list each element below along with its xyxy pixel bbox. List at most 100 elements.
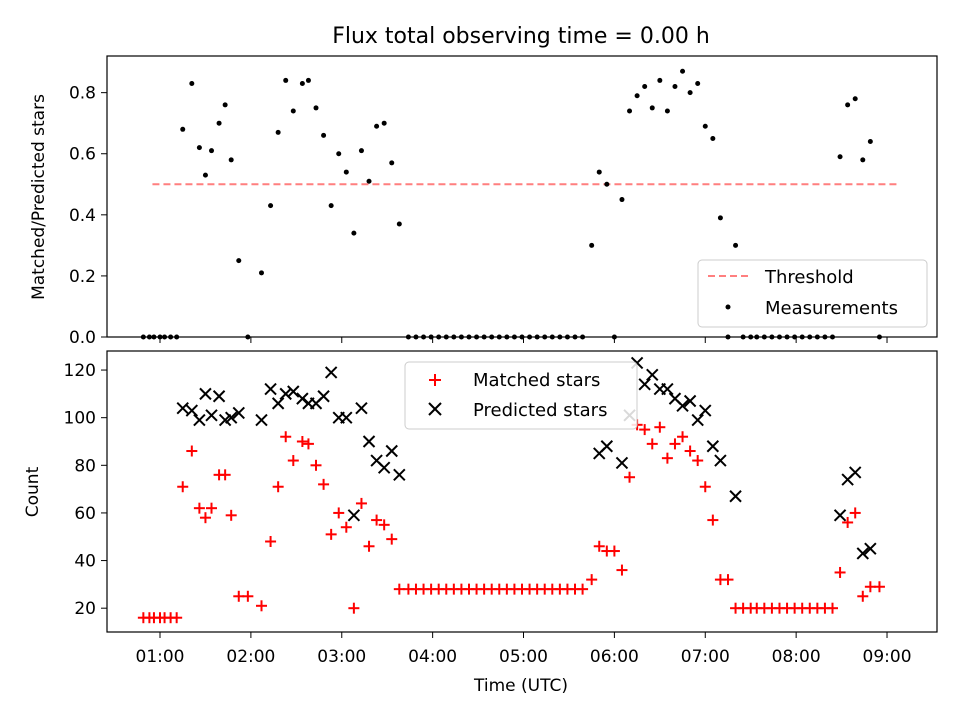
predicted-stars-point: [600, 440, 614, 453]
top-ytick-label: 0.4: [69, 206, 96, 226]
predicted-stars-point: [699, 404, 712, 417]
measurement-point: [328, 203, 334, 209]
measurement-point: [710, 135, 716, 141]
predicted-stars-point: [706, 440, 720, 453]
matched-stars-point: [386, 533, 398, 545]
matched-stars-point: [661, 452, 673, 464]
matched-stars-point: [371, 514, 383, 526]
measurement-point: [687, 90, 693, 96]
measurement-point: [413, 334, 419, 340]
matched-stars-point: [255, 600, 267, 612]
measurement-point: [366, 178, 372, 184]
matched-stars-point: [639, 424, 651, 436]
measurement-point: [321, 132, 327, 138]
matched-stars-point: [699, 481, 711, 493]
measurement-point: [876, 334, 882, 340]
bottom-ylabel: Count: [23, 466, 43, 517]
predicted-stars-point: [232, 406, 245, 420]
matched-stars-point: [296, 435, 308, 447]
bottom-ytick-label: 40: [74, 552, 96, 572]
measurement-point: [496, 334, 502, 340]
measurement-point: [725, 334, 731, 340]
matched-stars-point: [177, 481, 189, 493]
predicted-legend-swatch: [428, 402, 442, 416]
measurement-point: [451, 334, 457, 340]
measurement-point: [489, 334, 495, 340]
xtick-label: 09:00: [863, 647, 912, 667]
measurement-point: [151, 334, 157, 340]
predicted-stars-point: [199, 387, 212, 401]
matched-stars-point: [646, 438, 658, 450]
measurement-point: [672, 84, 678, 90]
bottom-xlabel: Time (UTC): [473, 676, 568, 696]
matched-stars-point: [302, 438, 314, 450]
measurement-point: [657, 77, 663, 83]
matched-stars-point: [310, 459, 322, 471]
xtick-label: 06:00: [590, 647, 639, 667]
matched-stars-point: [577, 583, 589, 595]
measurement-point: [180, 126, 186, 132]
matched-stars-point: [348, 602, 360, 614]
xtick-label: 02:00: [226, 647, 275, 667]
matched-stars-point: [586, 574, 598, 586]
matched-stars-point: [722, 574, 734, 586]
predicted-stars-point: [638, 378, 651, 391]
measurement-point: [313, 105, 319, 111]
matched-stars-point: [654, 421, 666, 433]
predicted-stars-point: [255, 413, 268, 427]
measurement-point: [799, 334, 805, 340]
measurement-point: [717, 215, 723, 221]
predicted-stars-point: [340, 411, 353, 424]
measurement-point: [245, 334, 251, 340]
measurement-point: [572, 334, 578, 340]
measurement-point: [374, 123, 380, 129]
xtick-label: 08:00: [772, 647, 821, 667]
measurement-point: [748, 334, 754, 340]
measurement-point: [837, 154, 843, 160]
xtick-label: 01:00: [136, 647, 185, 667]
predicted-stars-point: [185, 404, 199, 417]
threshold-legend-label: Threshold: [764, 267, 854, 288]
measurement-point: [157, 334, 163, 340]
matched-stars-point: [287, 455, 299, 467]
matched-stars-point: [325, 528, 337, 540]
measurement-point: [761, 334, 767, 340]
matched-stars-point: [363, 540, 375, 552]
matched-stars-point: [677, 431, 689, 443]
predicted-stars-point: [385, 444, 398, 458]
predicted-stars-point: [317, 390, 330, 403]
measurement-point: [852, 96, 858, 102]
matched-stars-point: [171, 612, 183, 624]
measurement-point: [680, 68, 686, 74]
bottom-panel: 01:00 02:00 03:00 04:00 05:00 06:00 07:00 08:00…: [23, 350, 938, 696]
measurement-point: [275, 129, 281, 135]
measurement-point: [769, 334, 775, 340]
measurement-point: [807, 334, 813, 340]
measurement-point: [146, 334, 152, 340]
top-ytick-label: 0.8: [69, 84, 96, 104]
measurement-point: [228, 157, 234, 163]
measurement-point: [527, 334, 533, 340]
predicted-stars-point: [729, 490, 742, 503]
predicted-stars-point: [615, 456, 629, 470]
measurement-point: [436, 334, 442, 340]
matched-stars-point: [608, 545, 620, 557]
predicted-stars-point: [393, 468, 406, 482]
predicted-stars-point: [691, 413, 704, 427]
measurement-point: [695, 80, 701, 86]
measurement-point: [481, 334, 487, 340]
measurement-point: [649, 105, 655, 111]
matched-stars-point: [857, 590, 869, 602]
bottom-ytick-label: 20: [74, 599, 96, 619]
bottom-ytick-label: 60: [74, 504, 96, 524]
measurement-point: [845, 102, 851, 108]
matched-stars-point: [193, 502, 205, 514]
measurement-point: [258, 270, 264, 276]
matched-stars-point: [340, 521, 352, 533]
measurement-point: [168, 334, 174, 340]
measurement-point: [189, 80, 195, 86]
matched-stars-point: [242, 590, 254, 602]
measurements-legend-swatch: [725, 304, 731, 310]
measurement-point: [196, 145, 202, 151]
matched-stars-point: [834, 566, 846, 578]
